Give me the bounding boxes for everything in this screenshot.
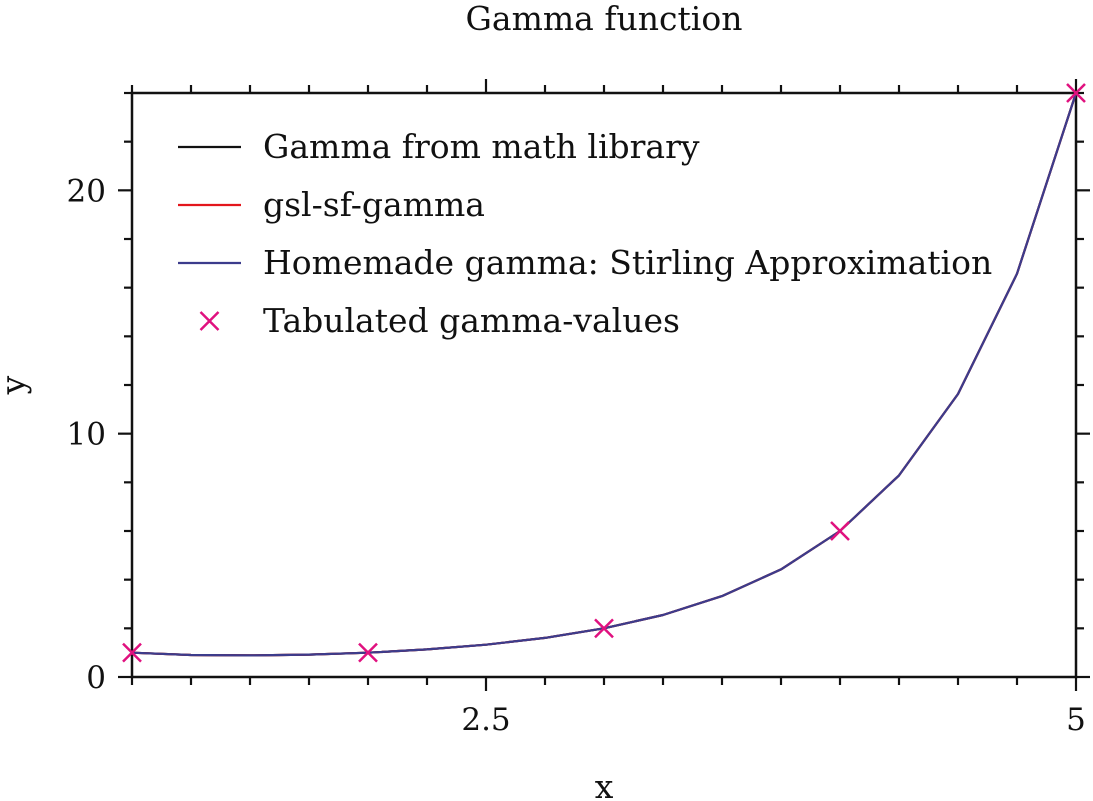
series-line (131, 92, 1078, 657)
data-point-marker (830, 521, 850, 541)
legend-label: Tabulated gamma-values (263, 301, 680, 340)
legend-label: gsl-sf-gamma (263, 185, 485, 224)
legend-label: Homemade gamma: Stirling Approximation (263, 243, 992, 282)
legend-marker-swatch (199, 311, 220, 331)
y-tick-label: 0 (86, 660, 106, 696)
data-point-marker (358, 642, 378, 663)
legend-label: Gamma from math library (263, 127, 700, 166)
series-line (131, 92, 1078, 657)
x-tick-label: 2.5 (461, 702, 510, 738)
data-point-marker (122, 642, 142, 663)
data-point-marker (594, 618, 614, 639)
plot-frame (130, 91, 1078, 679)
x-axis-label: x (595, 767, 614, 801)
data-point-marker (1066, 83, 1086, 103)
y-tick-label: 20 (67, 173, 106, 209)
x-tick-label: 5 (1066, 702, 1086, 738)
series-layer (122, 83, 1086, 663)
axis-ticks: 2.5 5 0 10 20 (67, 79, 1090, 738)
series-line (131, 92, 1078, 657)
legend: Gamma from math library gsl-sf-gamma Homem… (178, 127, 992, 340)
y-axis-label: y (0, 375, 32, 395)
chart-title: Gamma function (466, 0, 743, 38)
y-tick-label: 10 (67, 417, 106, 453)
plot-border (130, 91, 1078, 679)
